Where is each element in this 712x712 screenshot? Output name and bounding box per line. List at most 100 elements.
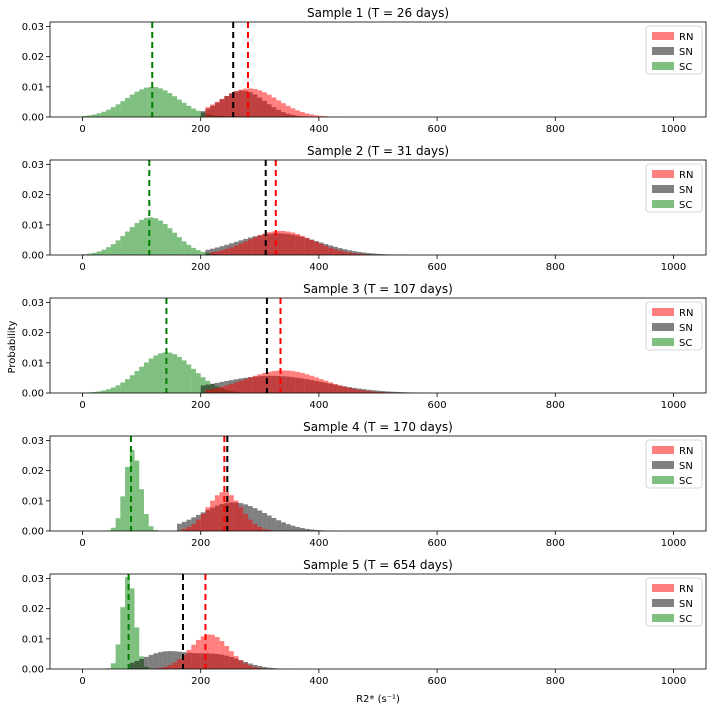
bar-rn xyxy=(304,237,310,255)
legend-label-sn: SN xyxy=(679,323,693,334)
legend-label-rn: RN xyxy=(679,308,693,319)
y-tick-label: 0.00 xyxy=(22,665,44,676)
bar-sn xyxy=(181,521,187,531)
bar-sn xyxy=(356,251,362,255)
y-tick-label: 0.01 xyxy=(22,220,44,231)
bar-rn xyxy=(366,391,371,393)
bar-rn xyxy=(262,92,267,117)
bar-sc xyxy=(167,228,173,255)
bar-rn xyxy=(262,372,267,393)
bar-sn xyxy=(281,522,286,531)
bar-rn xyxy=(247,239,253,255)
x-tick-label: 200 xyxy=(191,262,210,273)
bar-sc xyxy=(162,223,168,255)
x-tick-label: 600 xyxy=(428,538,447,549)
x-tick-label: 0 xyxy=(79,124,85,135)
x-tick-label: 0 xyxy=(79,676,85,687)
legend-swatch-sn xyxy=(652,599,674,607)
bar-rn xyxy=(252,375,258,393)
bar-rn xyxy=(247,377,253,393)
bar-sc xyxy=(177,237,182,255)
bar-rn xyxy=(375,391,381,393)
legend-swatch-sc xyxy=(652,200,674,208)
bar-rn xyxy=(210,104,215,117)
bar-sn xyxy=(129,662,135,669)
bar-sn xyxy=(271,517,277,531)
y-tick-label: 0.00 xyxy=(22,527,44,538)
bar-sc xyxy=(153,355,159,393)
bar-sn xyxy=(205,384,211,393)
y-tick-label: 0.02 xyxy=(22,190,44,201)
bar-rn xyxy=(233,656,239,669)
bar-rn xyxy=(271,371,277,393)
bar-rn xyxy=(295,371,300,393)
y-tick-label: 0.01 xyxy=(22,82,44,93)
bar-sn xyxy=(389,391,395,393)
bar-sn xyxy=(139,658,144,669)
bar-rn xyxy=(210,252,215,255)
bar-rn xyxy=(252,667,258,669)
bar-sn xyxy=(394,391,400,393)
bar-sn xyxy=(299,528,305,531)
bar-rn xyxy=(314,115,319,117)
bar-sc xyxy=(200,377,206,393)
bar-sc xyxy=(143,217,149,255)
bar-sn xyxy=(361,252,367,255)
bar-sc xyxy=(125,97,130,117)
bar-rn xyxy=(205,389,211,393)
bar-rn xyxy=(252,88,258,117)
legend: RN SN SC xyxy=(645,439,703,489)
bar-rn xyxy=(309,114,315,117)
bar-sn xyxy=(153,653,159,669)
x-tick-label: 1000 xyxy=(661,262,686,273)
bar-sc xyxy=(120,382,126,393)
bar-rn xyxy=(219,98,225,117)
bar-rn xyxy=(285,370,291,393)
bar-rn xyxy=(186,649,192,669)
bar-sc xyxy=(139,219,144,255)
bar-rn xyxy=(309,375,315,393)
bar-sc xyxy=(162,352,168,393)
bar-sn xyxy=(266,515,272,531)
panel-title: Sample 5 (T = 654 days) xyxy=(303,558,453,572)
y-tick-label: 0.03 xyxy=(22,574,44,585)
bar-sc xyxy=(167,352,173,393)
bar-rn xyxy=(181,654,187,669)
bar-rn xyxy=(214,495,220,531)
panel-2: Sample 2 (T = 31 days) 0 200 400 600 800 1000 0… xyxy=(22,144,707,273)
legend-swatch-rn xyxy=(652,308,674,316)
bar-sn xyxy=(247,506,253,531)
bar-sc xyxy=(172,96,178,117)
bar-sc xyxy=(91,114,97,117)
bar-rn xyxy=(337,385,343,393)
legend: RN SN SC xyxy=(645,577,703,627)
bar-sc xyxy=(96,113,102,117)
y-axis-label: Probability xyxy=(7,320,18,373)
bar-sc xyxy=(162,90,168,117)
bar-sc xyxy=(158,353,163,393)
bar-sc xyxy=(120,101,126,117)
bar-sc xyxy=(115,518,121,531)
bar-sc xyxy=(115,104,121,117)
bar-rn xyxy=(285,231,291,255)
bar-rn xyxy=(309,239,315,255)
bar-rn xyxy=(328,247,334,255)
bar-rn xyxy=(347,252,352,255)
bar-rn xyxy=(266,371,272,393)
bar-rn xyxy=(233,382,239,393)
bar-sc xyxy=(110,107,116,117)
y-tick-label: 0.03 xyxy=(22,436,44,447)
x-tick-label: 800 xyxy=(546,538,565,549)
x-tick-label: 600 xyxy=(428,124,447,135)
x-tick-label: 600 xyxy=(428,676,447,687)
legend-swatch-sc xyxy=(652,338,674,346)
bar-sn xyxy=(385,391,390,393)
bar-sn xyxy=(266,667,272,669)
bar-sn xyxy=(205,249,211,255)
bar-sn xyxy=(262,666,267,669)
bar-rn xyxy=(370,391,376,393)
bar-sc xyxy=(177,356,182,393)
bar-sc xyxy=(129,94,135,117)
bar-rn xyxy=(243,241,248,255)
legend-label-sc: SC xyxy=(679,200,692,211)
